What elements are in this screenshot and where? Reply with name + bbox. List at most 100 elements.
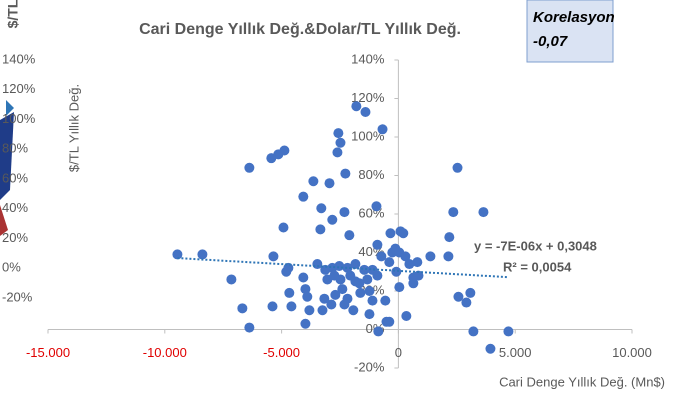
y-tick-label: 140% bbox=[351, 51, 385, 66]
point bbox=[465, 287, 476, 298]
y2-tick-label: 60% bbox=[2, 170, 28, 185]
annotation-box bbox=[526, 0, 614, 63]
point bbox=[267, 301, 278, 312]
chart-title: Cari Denge Yıllık Değ.&Dolar/TL Yıllık D… bbox=[139, 21, 461, 38]
point bbox=[326, 299, 337, 310]
point bbox=[342, 293, 353, 304]
point bbox=[391, 266, 402, 277]
y-tick-label: 100% bbox=[351, 128, 385, 143]
point bbox=[503, 326, 514, 337]
point bbox=[360, 106, 371, 117]
point bbox=[339, 207, 350, 218]
y2-tick-label: 120% bbox=[2, 81, 36, 96]
point bbox=[324, 178, 335, 189]
point bbox=[327, 262, 338, 273]
point bbox=[244, 162, 255, 173]
annotation-value: -0,07 bbox=[533, 33, 568, 50]
point bbox=[401, 311, 412, 322]
point bbox=[316, 203, 327, 214]
point bbox=[394, 282, 405, 293]
point bbox=[278, 222, 289, 233]
trendline-equation: y = -7E-06x + 0,3048 bbox=[474, 238, 597, 253]
y-tick-label: -20% bbox=[354, 359, 385, 374]
point bbox=[355, 287, 366, 298]
edge-decoration bbox=[0, 205, 8, 236]
point bbox=[443, 251, 454, 262]
point bbox=[448, 207, 459, 218]
edge-decoration bbox=[6, 100, 14, 116]
point bbox=[350, 259, 361, 270]
y-tick-label: 80% bbox=[358, 167, 384, 182]
point bbox=[468, 326, 479, 337]
point bbox=[335, 137, 346, 148]
point bbox=[342, 262, 353, 273]
point bbox=[372, 270, 383, 281]
x-tick-label: 10.000 bbox=[612, 345, 652, 360]
point bbox=[371, 201, 382, 212]
point bbox=[319, 293, 330, 304]
point bbox=[268, 251, 279, 262]
point bbox=[315, 224, 326, 235]
point bbox=[298, 191, 309, 202]
point bbox=[453, 291, 464, 302]
point bbox=[398, 228, 409, 239]
x-tick-label: -10.000 bbox=[143, 345, 187, 360]
corner-label: $/TL bbox=[5, 0, 21, 28]
point bbox=[351, 101, 362, 112]
point bbox=[412, 257, 423, 268]
point bbox=[400, 251, 411, 262]
edge-decoration bbox=[0, 112, 14, 200]
y-tick-label: 120% bbox=[351, 90, 385, 105]
point bbox=[384, 257, 395, 268]
annotation-title: Korelasyon bbox=[533, 9, 615, 26]
point bbox=[364, 309, 375, 320]
point bbox=[478, 207, 489, 218]
y2-tick-label: -20% bbox=[2, 289, 33, 304]
point bbox=[461, 297, 472, 308]
point bbox=[384, 316, 395, 327]
point bbox=[302, 291, 313, 302]
point bbox=[279, 145, 290, 156]
y2-tick-label: 20% bbox=[2, 230, 28, 245]
point bbox=[364, 286, 375, 296]
point bbox=[300, 318, 311, 329]
point bbox=[226, 274, 237, 285]
point bbox=[340, 168, 351, 179]
y2-tick-label: 140% bbox=[2, 51, 36, 66]
point bbox=[380, 295, 391, 306]
point bbox=[444, 232, 455, 243]
x-tick-label: -5.000 bbox=[263, 345, 300, 360]
point bbox=[281, 266, 292, 277]
point bbox=[286, 301, 297, 312]
point bbox=[317, 305, 328, 316]
point bbox=[377, 124, 388, 135]
point bbox=[237, 303, 248, 314]
x-tick-label: -15.000 bbox=[26, 345, 70, 360]
trendline-r2: R² = 0,0054 bbox=[503, 259, 572, 274]
point bbox=[197, 249, 208, 260]
y2-tick-label: 100% bbox=[2, 111, 36, 126]
point bbox=[298, 272, 309, 283]
point bbox=[284, 287, 295, 298]
x-tick-label: 0 bbox=[395, 345, 402, 360]
y-axis-label: $/TL Yıllık Değ. bbox=[66, 84, 81, 172]
point bbox=[327, 214, 338, 225]
point bbox=[308, 176, 319, 187]
point bbox=[367, 295, 378, 306]
point bbox=[404, 259, 415, 270]
point bbox=[300, 284, 311, 295]
x-axis-label: Cari Denge Yıllık Değ. (Mn$) bbox=[499, 374, 665, 389]
point bbox=[333, 128, 344, 139]
point bbox=[385, 228, 396, 239]
point bbox=[348, 305, 359, 316]
trendline bbox=[177, 257, 509, 279]
point bbox=[332, 147, 343, 158]
point bbox=[373, 326, 384, 337]
point bbox=[329, 270, 340, 281]
point bbox=[452, 162, 463, 173]
point bbox=[244, 322, 255, 333]
point bbox=[304, 305, 315, 316]
y2-tick-label: 80% bbox=[2, 141, 28, 156]
